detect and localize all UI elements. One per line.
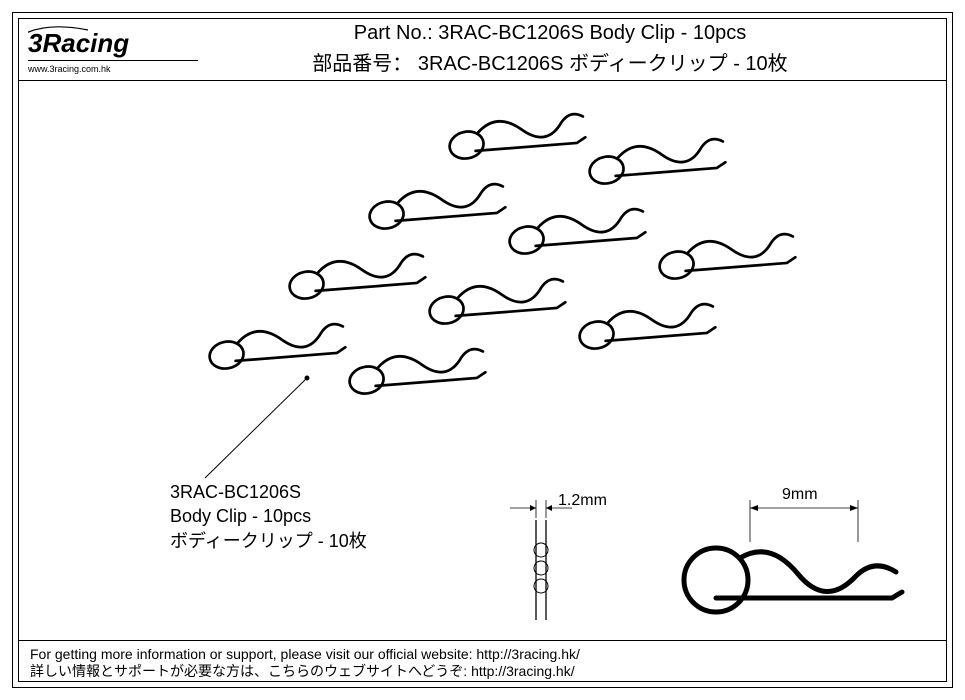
body-clip-icon bbox=[446, 104, 588, 169]
body-clip-icon bbox=[366, 174, 508, 239]
callout-name-jp: ボディークリップ - 10枚 bbox=[170, 529, 367, 553]
page-root: 3Racing www.3racing.com.hk Part No.: 3RA… bbox=[0, 0, 965, 700]
body-clip-icon bbox=[286, 244, 428, 309]
footer-en: For getting more information or support,… bbox=[30, 646, 935, 663]
callout-part-no: 3RAC-BC1206S bbox=[170, 480, 367, 504]
dimension-front-view: 1.2mm bbox=[480, 490, 620, 630]
body-clip-icon bbox=[586, 129, 728, 194]
dimension-width: 9mm bbox=[782, 486, 818, 504]
body-clip-icon bbox=[656, 224, 798, 289]
footer-jp: 詳しい情報とサポートが必要な方は、こちらのウェブサイトへどうぞ: http://… bbox=[30, 663, 935, 680]
callout-name-en: Body Clip - 10pcs bbox=[170, 504, 367, 528]
dimension-thickness: 1.2mm bbox=[558, 492, 607, 510]
footer: For getting more information or support,… bbox=[30, 646, 935, 680]
body-clip-icon bbox=[506, 199, 648, 264]
dimension-side-view: 9mm bbox=[650, 480, 930, 640]
body-clip-icon bbox=[206, 314, 348, 379]
body-clip-icon bbox=[346, 339, 488, 404]
footer-divider bbox=[18, 640, 947, 641]
body-clip-icon bbox=[576, 294, 718, 359]
callout-text: 3RAC-BC1206S Body Clip - 10pcs ボディークリップ … bbox=[170, 480, 367, 553]
body-clip-icon bbox=[426, 269, 568, 334]
